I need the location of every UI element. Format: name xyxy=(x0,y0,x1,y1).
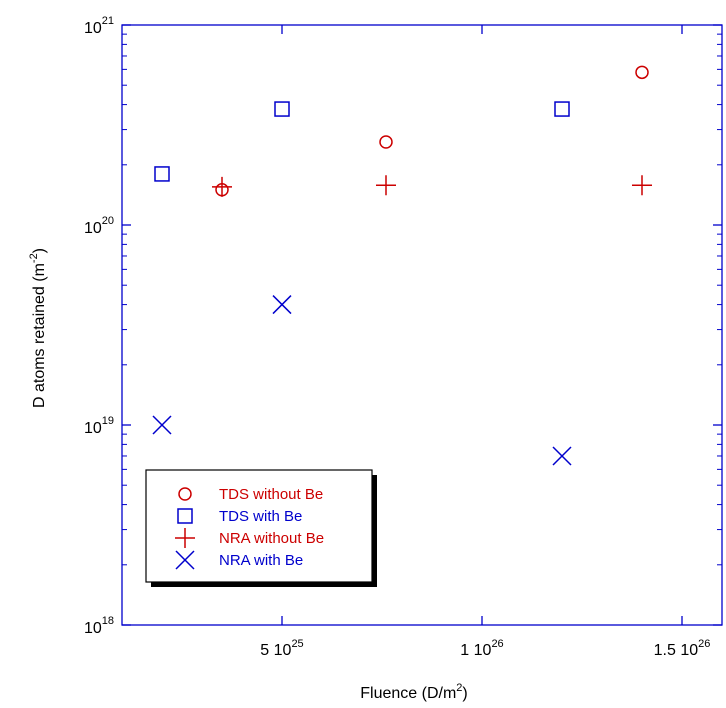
x-axis-tick-labels: 5 1025 1 1026 1.5 1026 xyxy=(260,638,710,659)
data-point-cross xyxy=(152,415,172,435)
data-point-plus xyxy=(212,176,232,197)
data-points xyxy=(152,65,652,466)
y-axis-ticks xyxy=(122,24,722,626)
y-axis-title: D atoms retained (m-2) xyxy=(28,248,48,408)
legend-label: TDS with Be xyxy=(219,508,302,525)
x-axis-ticks xyxy=(281,25,683,625)
data-point-square xyxy=(554,101,570,117)
legend-marker-circle xyxy=(178,487,192,501)
data-point-circle xyxy=(379,135,393,149)
y-tick-label: 1020 xyxy=(84,215,114,237)
plot-frame xyxy=(121,24,723,626)
data-point-square xyxy=(154,166,170,182)
data-point-circle xyxy=(635,65,649,80)
legend: TDS without Be TDS with Be NRA without Be N… xyxy=(145,469,377,587)
data-point-cross xyxy=(552,446,572,466)
legend-marker-cross xyxy=(175,550,195,570)
y-tick-label: 1018 xyxy=(84,615,114,637)
legend-marker-square xyxy=(177,508,193,524)
legend-label: TDS without Be xyxy=(219,486,323,503)
data-point-cross xyxy=(272,295,292,315)
x-axis-title: Fluence (D/m2) xyxy=(360,682,467,702)
legend-marker-plus xyxy=(175,528,195,548)
y-axis-tick-labels: 1018 1019 1020 1021 xyxy=(84,15,114,637)
legend-label: NRA without Be xyxy=(219,530,324,547)
x-tick-label: 1.5 1026 xyxy=(654,638,711,659)
data-point-plus xyxy=(376,175,396,196)
x-tick-label: 5 1025 xyxy=(260,638,303,659)
data-point-square xyxy=(274,101,290,117)
y-tick-label: 1019 xyxy=(84,415,114,437)
legend-label: NRA with Be xyxy=(219,552,303,569)
x-tick-label: 1 1026 xyxy=(460,638,503,659)
y-tick-label: 1021 xyxy=(84,15,114,37)
data-point-plus xyxy=(632,175,652,196)
